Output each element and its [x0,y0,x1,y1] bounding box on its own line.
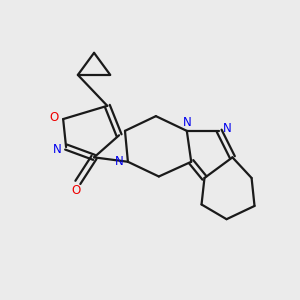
Text: N: N [53,143,62,156]
Text: O: O [50,111,59,124]
Text: N: N [115,155,124,168]
Text: O: O [71,184,80,197]
Text: N: N [182,116,191,129]
Text: N: N [223,122,232,135]
